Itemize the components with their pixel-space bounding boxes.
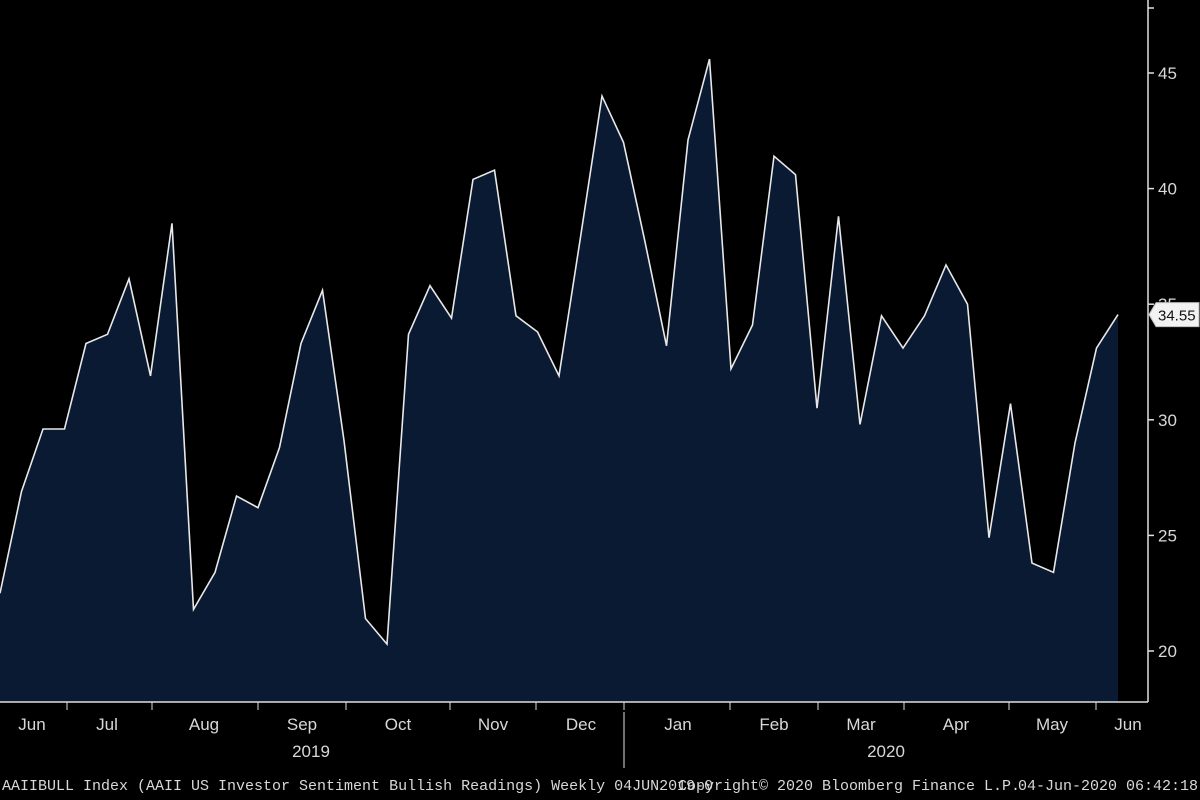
x-tick-label: Sep — [287, 715, 317, 734]
x-tick-label: Mar — [846, 715, 876, 734]
x-tick-label: Jan — [664, 715, 691, 734]
footer-timestamp: 04-Jun-2020 06:42:18 — [1018, 778, 1198, 795]
x-tick-label: Jun — [1114, 715, 1141, 734]
y-tick-label: 25 — [1158, 526, 1177, 545]
x-axis: 2019 2020 Jun Jul Aug Sep Oct Nov Dec Jan Feb Mar… — [0, 701, 1148, 768]
y-tick-label: 40 — [1158, 180, 1177, 199]
x-tick-label: Dec — [566, 715, 597, 734]
year-label-2020: 2020 — [867, 742, 905, 761]
last-value-box — [1148, 302, 1200, 328]
x-tick-label: May — [1036, 715, 1069, 734]
y-axis: 20253035404534.55 — [1147, 0, 1200, 702]
footer-copyright: Copyright© 2020 Bloomberg Finance L.P. — [678, 778, 1020, 795]
x-tick-label: Apr — [943, 715, 970, 734]
last-value-label: 34.55 — [1158, 308, 1196, 325]
y-tick-label: 30 — [1158, 411, 1177, 430]
x-tick-label: Feb — [759, 715, 788, 734]
y-tick-label: 20 — [1158, 642, 1177, 661]
footer-index-description: AAIIBULL Index (AAII US Investor Sentime… — [2, 778, 713, 795]
x-tick-label: Oct — [385, 715, 412, 734]
y-tick-label: 45 — [1158, 64, 1177, 83]
x-tick-label: Jul — [96, 715, 118, 734]
footer: AAIIBULL Index (AAII US Investor Sentime… — [2, 778, 1198, 795]
series-line — [0, 58, 1119, 647]
plot-area — [0, 58, 1119, 703]
year-label-2019: 2019 — [292, 742, 330, 761]
x-tick-label: Nov — [478, 715, 509, 734]
x-tick-label: Aug — [189, 715, 219, 734]
x-tick-label: Jun — [18, 715, 45, 734]
